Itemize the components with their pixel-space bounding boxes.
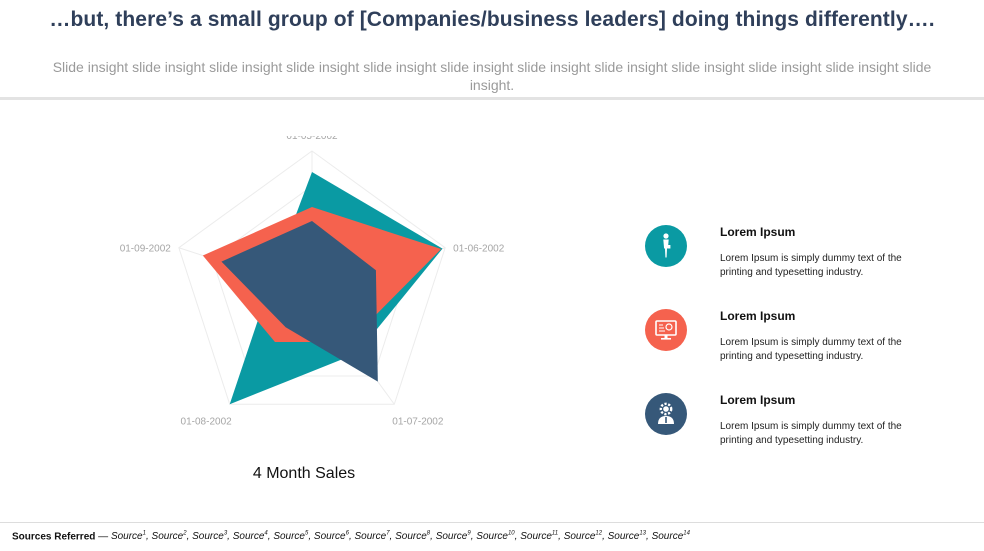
source-item: Source4,: [232, 531, 274, 543]
source-name: Source: [563, 531, 596, 543]
radar-axis-label: 01-07-2002: [392, 416, 444, 427]
source-item: Source10,: [476, 531, 521, 543]
feature-item: Lorem Ipsum Lorem Ipsum is simply dummy …: [645, 393, 945, 453]
source-number: 4: [264, 531, 268, 537]
radar-chart: 01-05-2002 01-06-2002 01-07-2002 01-08-2002…: [120, 136, 505, 427]
feature-icon-circle: [645, 309, 687, 351]
source-number: 1: [142, 531, 146, 537]
radar-axis-label: 01-09-2002: [120, 244, 172, 255]
source-number: 3: [223, 531, 228, 537]
source-number: 13: [639, 531, 647, 537]
source-item: Source7,: [354, 531, 396, 543]
sources-label: Sources Referred: [12, 531, 96, 543]
feature-text: Lorem Ipsum is simply dummy text of the …: [720, 253, 902, 278]
source-name: Source: [651, 531, 684, 543]
source-item: Source8,: [395, 531, 436, 543]
person-icon: [663, 233, 671, 258]
sources-separator: —: [98, 531, 109, 543]
source-name: Source: [435, 531, 468, 543]
source-item: Source6,: [313, 531, 355, 543]
source-number: 6: [345, 531, 349, 537]
source-number: 7: [386, 531, 390, 537]
feature-heading: Lorem Ipsum: [720, 225, 796, 239]
radar-axis-label: 01-08-2002: [181, 416, 233, 427]
feature-heading: Lorem Ipsum: [720, 309, 796, 323]
source-item: Source13,: [607, 531, 652, 543]
feature-text: Lorem Ipsum is simply dummy text of the …: [720, 421, 902, 446]
source-name: Source: [395, 531, 427, 543]
feature-icon-circle: [645, 393, 687, 435]
source-name: Source: [273, 531, 305, 543]
source-name: Source: [607, 531, 640, 543]
source-name: Source: [476, 531, 508, 543]
feature-text: Lorem Ipsum is simply dummy text of the …: [720, 337, 902, 362]
source-name: Source: [354, 531, 387, 543]
source-number: 8: [426, 531, 431, 537]
feature-item: Lorem Ipsum Lorem Ipsum is simply dummy …: [645, 309, 945, 369]
sources-list: Source1, Source2, Source3, Source4, Sour…: [111, 531, 690, 542]
feature-heading: Lorem Ipsum: [720, 393, 796, 407]
source-number: 9: [467, 531, 471, 537]
source-name: Source: [110, 531, 143, 543]
sources-referred: Sources Referred — Source1, Source2, Sou…: [12, 531, 690, 542]
radar-series-3: [221, 221, 378, 382]
radar-grid-ring: [178, 150, 446, 405]
slide-insight: Slide insight slide insight slide insigh…: [52, 59, 932, 93]
radar-axis-label: 01-06-2002: [453, 244, 505, 255]
source-item: Source12,: [563, 531, 608, 543]
source-name: Source: [192, 531, 224, 543]
radar-axis-label: 01-05-2002: [286, 136, 338, 142]
source-name: Source: [232, 531, 265, 543]
source-item: Source5,: [273, 531, 314, 543]
source-item: Source9,: [435, 531, 477, 543]
source-number: 12: [595, 531, 603, 537]
source-name: Source: [520, 531, 552, 543]
source-number: 14: [683, 531, 690, 537]
header-divider: [0, 97, 984, 100]
source-item: Source2,: [151, 531, 193, 543]
source-item: Source1,: [110, 531, 152, 543]
source-number: 5: [305, 531, 309, 537]
source-item: Source3,: [192, 531, 233, 543]
feature-item: Lorem Ipsum Lorem Ipsum is simply dummy …: [645, 225, 945, 285]
source-number: 2: [183, 531, 187, 537]
source-name: Source: [151, 531, 184, 543]
chart-title: 4 Month Sales: [252, 465, 356, 482]
gear-person-icon: [658, 402, 674, 424]
source-item: Source11,: [520, 531, 564, 543]
footer-divider: [0, 522, 984, 523]
page-title: …but, there’s a small group of [Companie…: [49, 8, 935, 31]
source-number: 10: [507, 531, 515, 537]
source-number: 11: [551, 531, 559, 537]
feature-icon-circle: [645, 225, 687, 267]
source-name: Source: [313, 531, 346, 543]
source-item: Source14: [652, 531, 690, 542]
monitor-icon: [655, 320, 677, 340]
